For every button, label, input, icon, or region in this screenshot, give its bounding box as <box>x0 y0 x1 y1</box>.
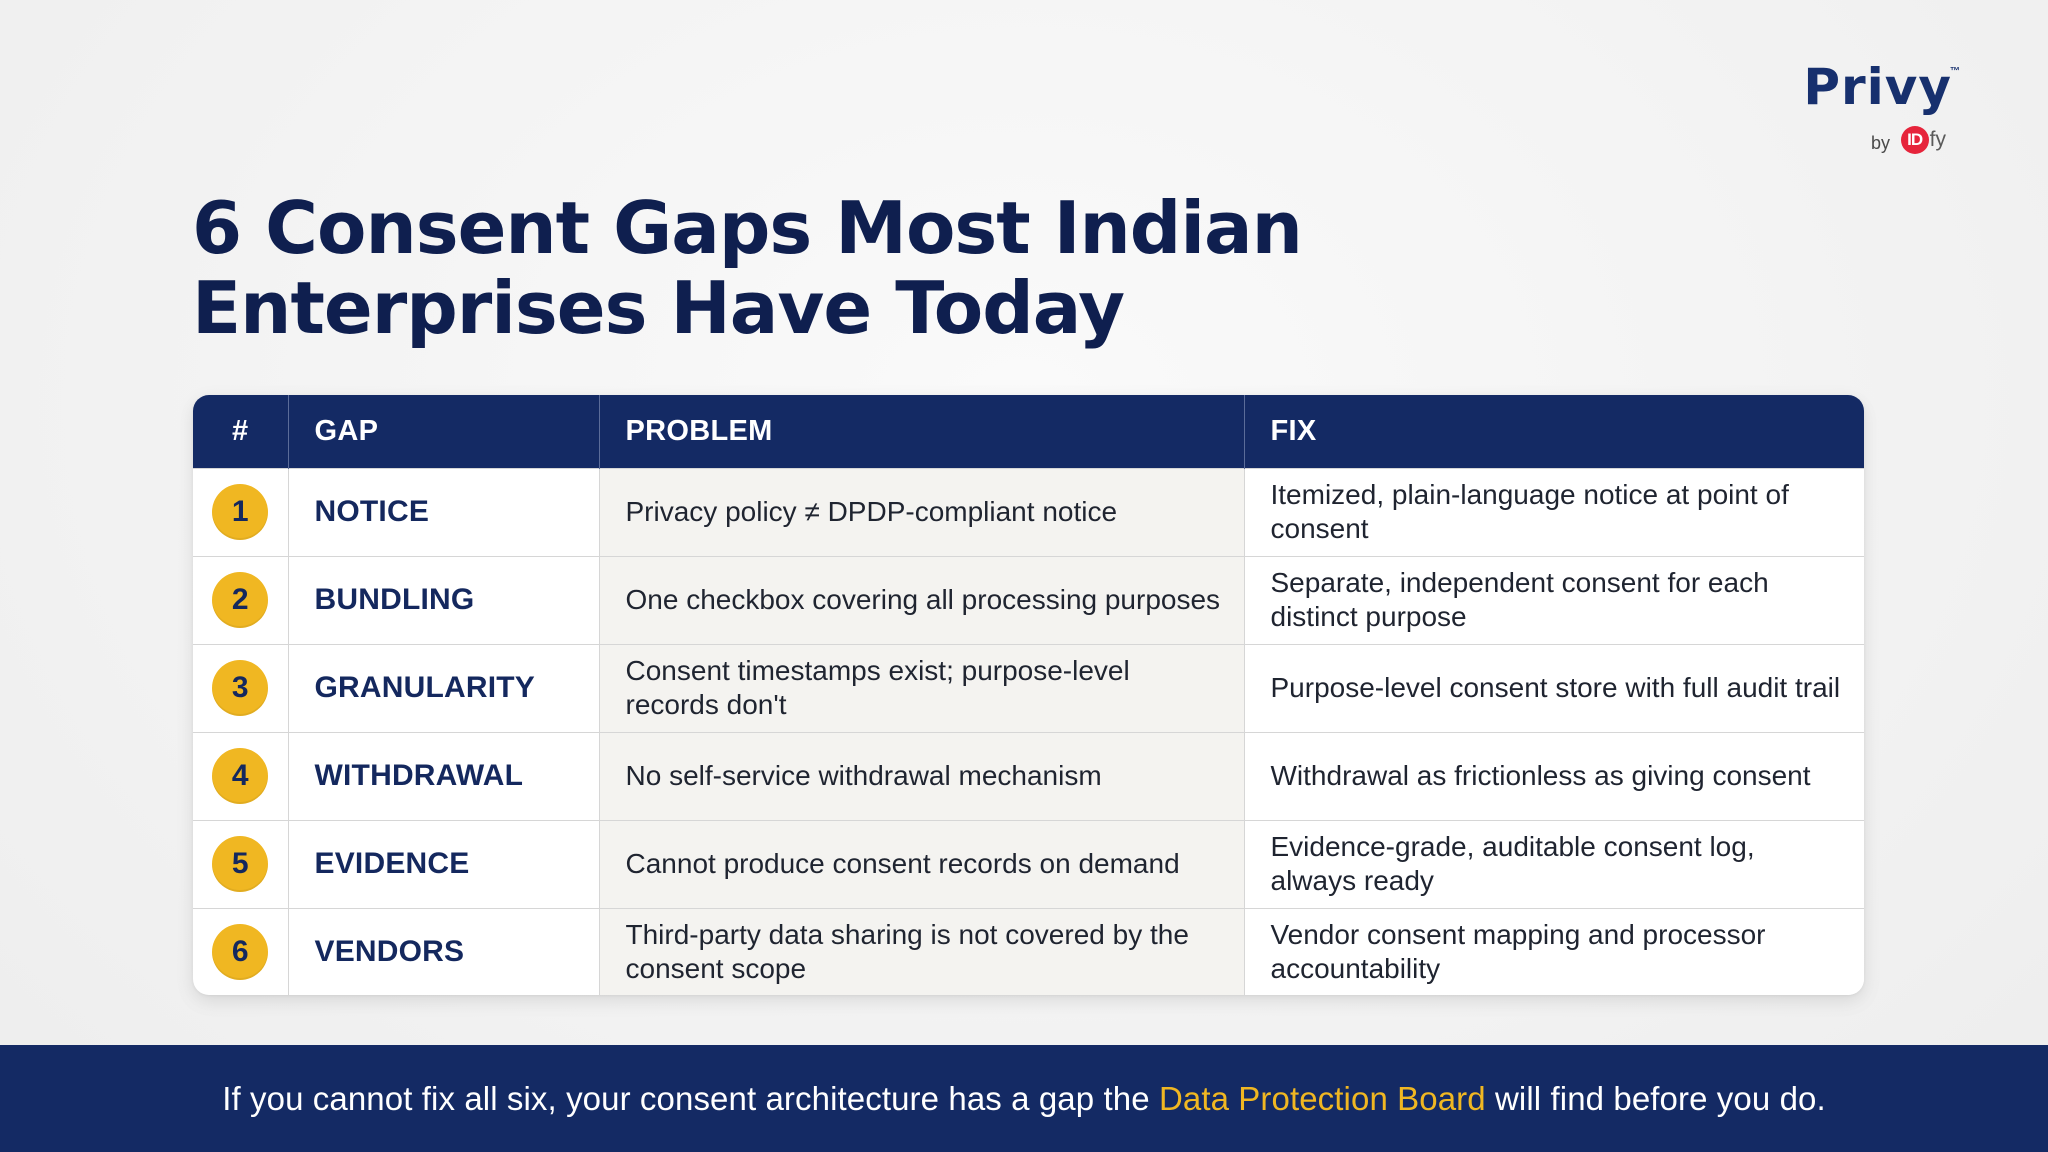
problem-cell: One checkbox covering all processing pur… <box>598 555 1244 644</box>
header-fix: FIX <box>1243 395 1864 468</box>
table-row: 5 EVIDENCE Cannot produce consent record… <box>193 819 1864 908</box>
table-row: 2 BUNDLING One checkbox covering all pro… <box>193 555 1864 644</box>
problem-cell: Consent timestamps exist; purpose-level … <box>598 643 1244 732</box>
row-number-cell: 4 <box>193 731 288 820</box>
table-row: 4 WITHDRAWAL No self-service withdrawal … <box>193 731 1864 820</box>
row-number-cell: 5 <box>193 819 288 908</box>
problem-cell: No self-service withdrawal mechanism <box>598 731 1244 820</box>
gap-cell: GRANULARITY <box>287 643 599 732</box>
table-row: 6 VENDORS Third-party data sharing is no… <box>193 907 1864 995</box>
row-number-badge: 5 <box>212 836 269 892</box>
fix-cell: Withdrawal as frictionless as giving con… <box>1243 731 1864 820</box>
fix-cell: Separate, independent consent for each d… <box>1243 555 1864 644</box>
gap-cell: WITHDRAWAL <box>287 731 599 820</box>
logo-wordmark: Privy <box>1803 58 1952 116</box>
row-number-badge: 1 <box>212 484 269 540</box>
logo-by-text: by <box>1870 133 1890 153</box>
footer-banner: If you cannot fix all six, your consent … <box>0 1045 2048 1152</box>
row-number-badge: 2 <box>212 572 269 628</box>
header-problem: PROBLEM <box>598 395 1244 468</box>
fix-cell: Vendor consent mapping and processor acc… <box>1243 907 1864 995</box>
table-row: 1 NOTICE Privacy policy ≠ DPDP-compliant… <box>193 467 1864 556</box>
idfy-logo: ID fy <box>1900 126 1946 154</box>
privy-logo: Privy ™ by ID fy <box>1760 62 1960 162</box>
footer-text-after: will find before you do. <box>1485 1079 1826 1117</box>
header-gap: GAP <box>287 395 599 468</box>
gap-cell: EVIDENCE <box>287 819 599 908</box>
consent-gaps-table: # GAP PROBLEM FIX 1 NOTICE Privacy polic… <box>193 395 1864 995</box>
logo-trademark: ™ <box>1950 66 1960 77</box>
gap-cell: VENDORS <box>287 907 599 995</box>
problem-cell: Cannot produce consent records on demand <box>598 819 1244 908</box>
row-number-badge: 4 <box>212 748 269 804</box>
row-number-cell: 6 <box>193 907 288 995</box>
gaps-table: # GAP PROBLEM FIX 1 NOTICE Privacy polic… <box>193 395 1864 995</box>
fix-cell: Evidence-grade, auditable consent log, a… <box>1243 819 1864 908</box>
problem-cell: Third-party data sharing is not covered … <box>598 907 1244 995</box>
fix-cell: Itemized, plain-language notice at point… <box>1243 467 1864 556</box>
footer-text-before: If you cannot fix all six, your consent … <box>222 1079 1159 1117</box>
idfy-mark-icon: ID <box>1900 126 1929 154</box>
table-row: 3 GRANULARITY Consent timestamps exist; … <box>193 643 1864 732</box>
row-number-cell: 1 <box>193 467 288 556</box>
fix-cell: Purpose-level consent store with full au… <box>1243 643 1864 732</box>
row-number-cell: 3 <box>193 643 288 732</box>
gap-cell: NOTICE <box>287 467 599 556</box>
footer-message: If you cannot fix all six, your consent … <box>222 1080 1826 1118</box>
table-header-row: # GAP PROBLEM FIX <box>193 395 1864 468</box>
footer-highlight: Data Protection Board <box>1158 1079 1486 1117</box>
page-title: 6 Consent Gaps Most Indian Enterprises H… <box>192 186 1303 350</box>
row-number-badge: 3 <box>212 660 269 716</box>
gap-cell: BUNDLING <box>287 555 599 644</box>
idfy-suffix: fy <box>1929 128 1946 151</box>
problem-cell: Privacy policy ≠ DPDP-compliant notice <box>598 467 1244 556</box>
row-number-badge: 6 <box>212 924 269 981</box>
row-number-cell: 2 <box>193 555 288 644</box>
header-number: # <box>232 414 249 447</box>
